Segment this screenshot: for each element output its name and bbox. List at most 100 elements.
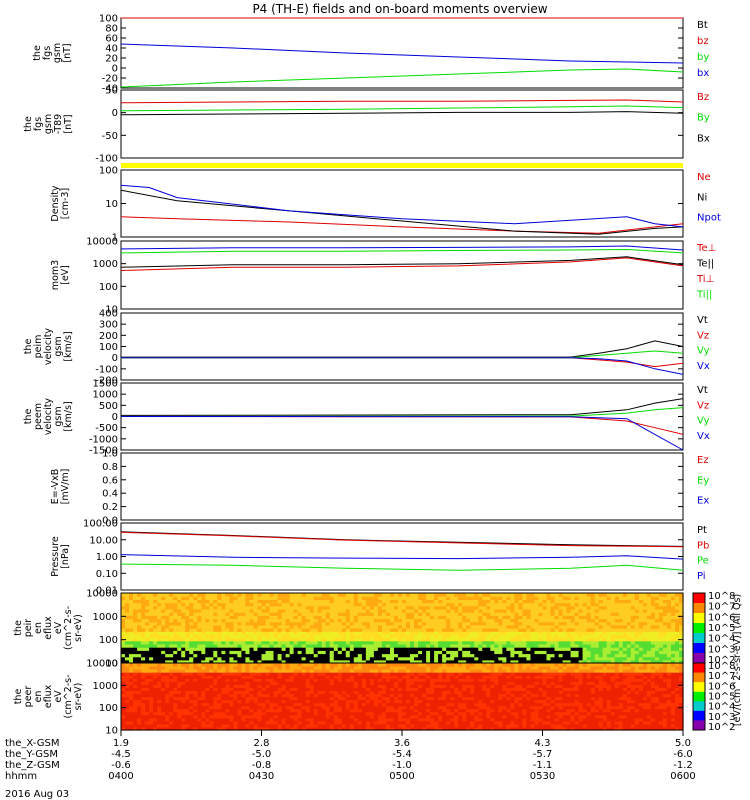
heatmap-cell <box>337 717 343 722</box>
heatmap-cell <box>165 684 170 688</box>
heatmap-cell <box>121 720 126 725</box>
heatmap-cell <box>257 690 263 694</box>
heatmap-cell <box>394 663 399 667</box>
heatmap-cell <box>566 647 572 651</box>
heatmap-cell <box>414 612 419 616</box>
heatmap-cell <box>538 621 544 626</box>
heatmap-cell <box>466 640 471 645</box>
heatmap-cell <box>510 650 515 655</box>
heatmap-cell <box>189 599 194 604</box>
y-axis-label: the peem velocity gsm [km/s] <box>23 398 74 436</box>
heatmap-cell <box>249 624 255 629</box>
heatmap-cell <box>658 659 664 664</box>
heatmap-cell <box>470 599 475 604</box>
heatmap-cell <box>201 599 206 604</box>
heatmap-cell <box>614 621 620 626</box>
legend-Npot: Npot <box>697 213 721 224</box>
legend-Ex: Ex <box>697 496 709 507</box>
heatmap-cell <box>257 684 263 688</box>
heatmap-cell <box>566 599 572 604</box>
heatmap-cell <box>478 659 483 664</box>
heatmap-cell <box>277 727 283 731</box>
heatmap-cell <box>430 653 435 658</box>
heatmap-cell <box>121 727 126 731</box>
heatmap-cell <box>542 631 548 635</box>
heatmap-cell <box>450 631 455 635</box>
heatmap-cell <box>281 675 287 679</box>
heatmap-cell <box>410 681 415 685</box>
heatmap-cell <box>129 693 134 698</box>
heatmap-cell <box>369 647 375 651</box>
heatmap-cell <box>666 605 672 610</box>
heatmap-cell <box>325 605 331 610</box>
legend-Bz: Bz <box>697 92 709 103</box>
heatmap-cell <box>301 596 307 600</box>
heatmap-cell <box>498 631 503 635</box>
heatmap-cell <box>265 690 271 694</box>
heatmap-cell <box>133 666 138 670</box>
heatmap-cell <box>301 599 307 604</box>
heatmap-cell <box>201 596 206 600</box>
heatmap-cell <box>337 634 343 639</box>
heatmap-cell <box>221 612 226 616</box>
heatmap-cell <box>586 605 592 610</box>
heatmap-cell <box>610 608 616 613</box>
heatmap-cell <box>337 631 343 635</box>
heatmap-cell <box>418 634 423 639</box>
heatmap-cell <box>574 659 580 664</box>
heatmap-cell <box>398 681 403 685</box>
heatmap-cell <box>442 631 447 635</box>
heatmap-cell <box>137 684 142 688</box>
heatmap-cell <box>233 640 238 645</box>
heatmap-cell <box>169 599 174 604</box>
heatmap-cell <box>638 650 644 655</box>
heatmap-cell <box>662 650 668 655</box>
heatmap-cell <box>253 596 259 600</box>
legend-Vy: Vy <box>697 416 710 427</box>
heatmap-cell <box>121 599 126 604</box>
heatmap-cell <box>506 631 511 635</box>
heatmap-cell <box>201 659 206 664</box>
heatmap-cell <box>365 608 371 613</box>
heatmap-cell <box>671 647 676 651</box>
heatmap-cell <box>578 628 584 632</box>
heatmap-cell <box>273 612 279 616</box>
heatmap-cell <box>494 640 499 645</box>
heatmap-cell <box>121 602 126 607</box>
heatmap-cell <box>546 624 552 629</box>
heatmap-cell <box>161 593 166 597</box>
heatmap-cell <box>221 717 226 722</box>
heatmap-cell <box>345 687 351 691</box>
heatmap-cell <box>414 634 419 639</box>
heatmap-cell <box>177 699 182 704</box>
heatmap-cell <box>209 669 214 673</box>
heatmap-cell <box>329 699 335 704</box>
heatmap-cell <box>261 599 267 604</box>
heatmap-cell <box>462 615 467 620</box>
heatmap-cell <box>341 720 347 725</box>
heatmap-cell <box>285 640 291 645</box>
heatmap-cell <box>562 602 568 607</box>
heatmap-cell <box>165 663 170 667</box>
heatmap-cell <box>446 650 451 655</box>
heatmap-cell <box>129 699 134 704</box>
heatmap-cell <box>369 702 375 707</box>
heatmap-cell <box>253 647 259 651</box>
heatmap-cell <box>245 647 250 651</box>
heatmap-cell <box>197 702 202 707</box>
heatmap-cell <box>197 723 202 728</box>
heatmap-cell <box>161 599 166 604</box>
heatmap-cell <box>502 593 507 597</box>
heatmap-cell <box>554 621 560 626</box>
heatmap-cell <box>273 705 279 710</box>
heatmap-cell <box>614 618 620 623</box>
heatmap-cell <box>213 723 218 728</box>
heatmap-cell <box>377 634 383 639</box>
heatmap-cell <box>317 696 323 701</box>
heatmap-cell <box>381 640 387 645</box>
heatmap-cell <box>365 599 371 604</box>
heatmap-cell <box>390 702 395 707</box>
heatmap-cell <box>538 656 544 661</box>
heatmap-cell <box>566 605 572 610</box>
heatmap-cell <box>197 663 202 667</box>
